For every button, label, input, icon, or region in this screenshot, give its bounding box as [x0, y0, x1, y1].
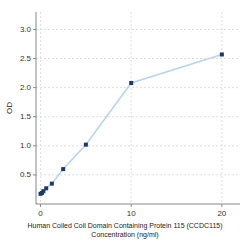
marker: [50, 182, 54, 186]
x-axis-line: [36, 204, 240, 205]
x-grid-line: [221, 12, 222, 204]
x-axis-label-line: Concentration (ng/ml): [91, 231, 158, 239]
x-axis-label: Human Coiled Coil Domain Containing Prot…: [27, 222, 222, 239]
x-tick-label: 20: [217, 209, 226, 218]
chart: 0.5 1.0 1.5 2.0 2.5 3.0 0 10 20 Human Coiled Coil…: [0, 0, 250, 250]
marker: [61, 167, 65, 171]
marker: [129, 81, 133, 85]
y-grid-line: [36, 29, 240, 30]
y-grid-line: [36, 174, 240, 175]
y-tick-label: 3.0: [20, 25, 32, 34]
x-tick-label: 10: [127, 209, 136, 218]
marker: [84, 143, 88, 147]
x-grid-line: [131, 12, 132, 204]
y-grid-line: [36, 145, 240, 146]
y-grid-line: [36, 116, 240, 117]
line: [41, 54, 222, 193]
marker: [220, 52, 224, 56]
y-tick-label: 2.0: [20, 83, 32, 92]
axes: 0.5 1.0 1.5 2.0 2.5 3.0 0 10 20: [20, 12, 240, 218]
x-grid-line: [40, 12, 41, 204]
y-tick-label: 1.5: [20, 112, 32, 121]
x-axis-label-line: Human Coiled Coil Domain Containing Prot…: [27, 222, 222, 230]
data: [39, 52, 224, 195]
marker: [44, 186, 48, 190]
y-tick-label: 0.5: [20, 170, 32, 179]
y-axis-line: [36, 12, 37, 204]
y-axis-label: OD: [5, 102, 14, 114]
x-tick-label: 0: [38, 209, 43, 218]
y-tick-label: 2.5: [20, 54, 32, 63]
y-tick-label: 1.0: [20, 141, 32, 150]
y-grid-line: [36, 87, 240, 88]
grid: [36, 12, 240, 204]
